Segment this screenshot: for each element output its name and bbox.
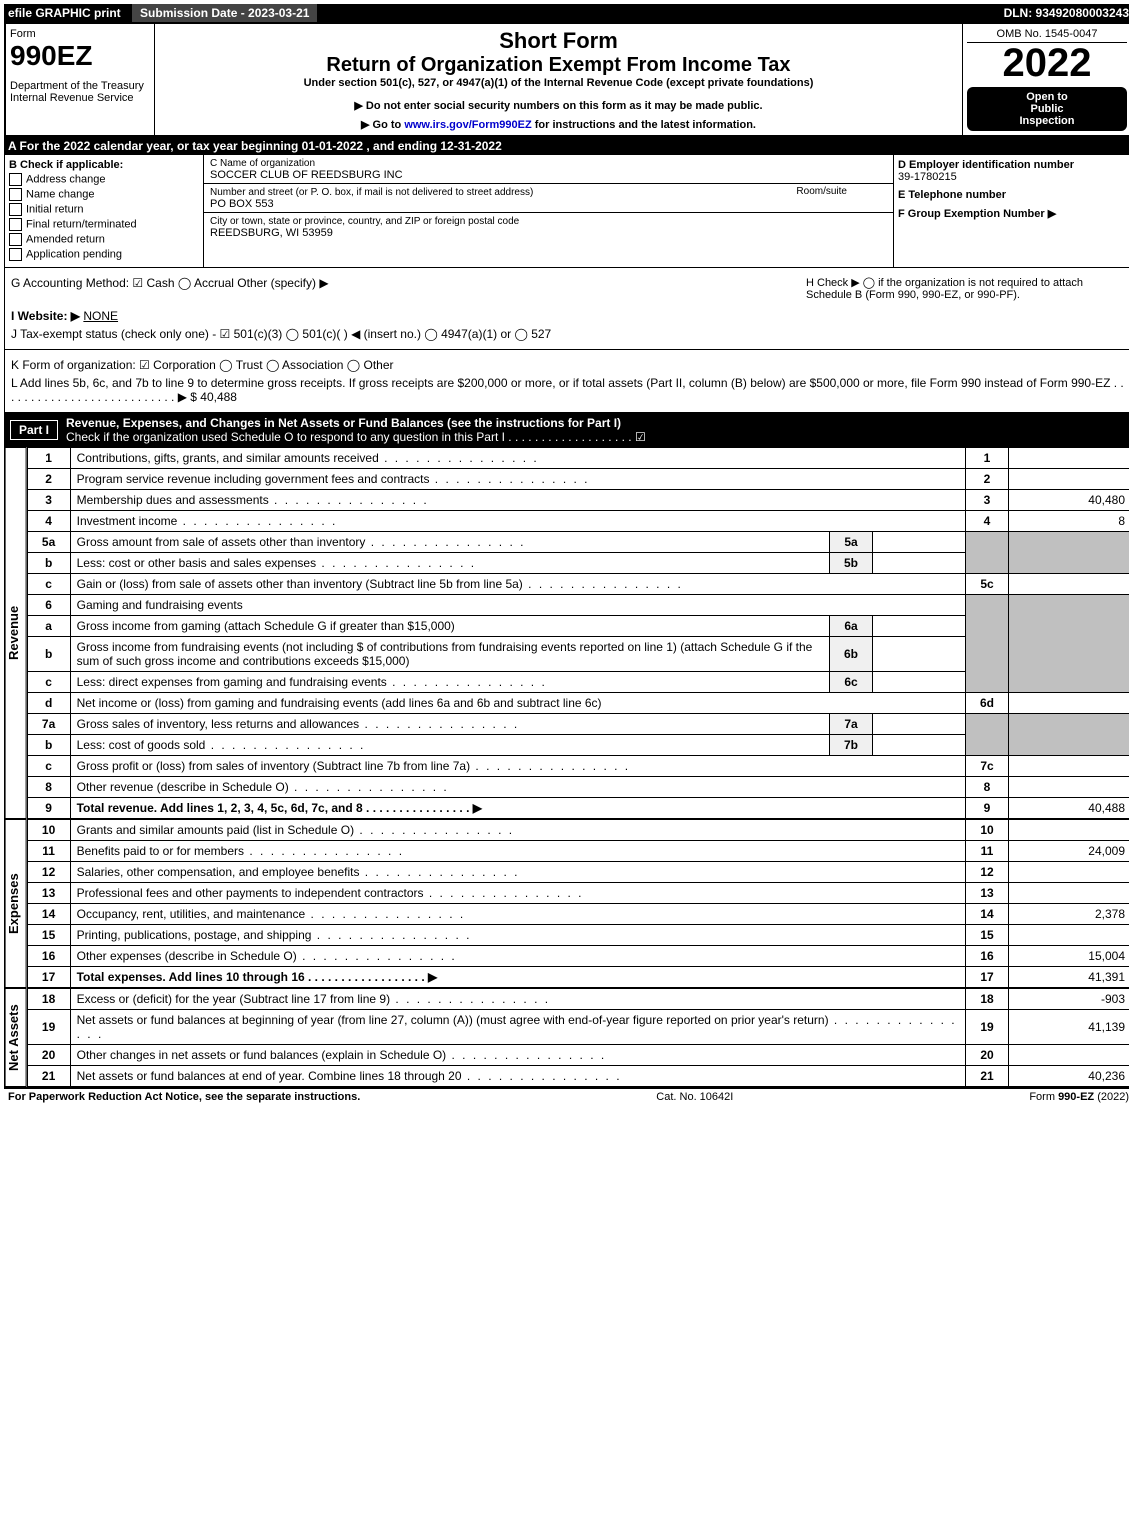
section-a-bar: A For the 2022 calendar year, or tax yea…: [4, 137, 1129, 155]
line-k: K Form of organization: ☑ Corporation ◯ …: [11, 358, 1126, 372]
line-j: J Tax-exempt status (check only one) - ☑…: [11, 327, 1126, 341]
table-row: 9Total revenue. Add lines 1, 2, 3, 4, 5c…: [27, 798, 1129, 819]
table-row: cLess: direct expenses from gaming and f…: [27, 672, 1129, 693]
chk-amended-return[interactable]: Amended return: [9, 233, 199, 246]
table-row: 14Occupancy, rent, utilities, and mainte…: [27, 904, 1129, 925]
short-form-title: Short Form: [163, 28, 954, 54]
top-bar: efile GRAPHIC print Submission Date - 20…: [4, 4, 1129, 22]
page-footer: For Paperwork Reduction Act Notice, see …: [4, 1088, 1129, 1105]
table-row: 3Membership dues and assessments340,480: [27, 490, 1129, 511]
part1-title: Revenue, Expenses, and Changes in Net As…: [66, 416, 621, 430]
table-row: dNet income or (loss) from gaming and fu…: [27, 693, 1129, 714]
submission-date: Submission Date - 2023-03-21: [132, 4, 317, 22]
header-right: OMB No. 1545-0047 2022 Open to Public In…: [963, 24, 1129, 135]
table-row: 2Program service revenue including gover…: [27, 469, 1129, 490]
chk-address-change[interactable]: Address change: [9, 173, 199, 186]
table-row: 7aGross sales of inventory, less returns…: [27, 714, 1129, 735]
line-g: G Accounting Method: ☑ Cash ◯ Accrual Ot…: [11, 276, 806, 301]
chk-application-pending[interactable]: Application pending: [9, 248, 199, 261]
form-header: Form 990EZ Department of the Treasury In…: [4, 22, 1129, 137]
table-row: bLess: cost of goods sold7b: [27, 735, 1129, 756]
open-public-badge: Open to Public Inspection: [967, 87, 1127, 131]
table-row: 4Investment income48: [27, 511, 1129, 532]
table-row: bLess: cost or other basis and sales exp…: [27, 553, 1129, 574]
ssn-warning: ▶ Do not enter social security numbers o…: [163, 99, 954, 112]
org-name-row: C Name of organization SOCCER CLUB OF RE…: [204, 155, 893, 184]
revenue-vert-label: Revenue: [5, 447, 27, 819]
table-row: 10Grants and similar amounts paid (list …: [27, 820, 1129, 841]
efile-label: efile GRAPHIC print: [8, 6, 121, 20]
line-h: H Check ▶ ◯ if the organization is not r…: [806, 276, 1126, 301]
irs-link[interactable]: www.irs.gov/Form990EZ: [404, 119, 531, 131]
part1-label: Part I: [10, 420, 58, 440]
expenses-vert-label: Expenses: [5, 819, 27, 988]
address-row: Number and street (or P. O. box, if mail…: [204, 184, 893, 213]
info-grid: B Check if applicable: Address change Na…: [4, 155, 1129, 268]
part1-header: Part I Revenue, Expenses, and Changes in…: [4, 413, 1129, 447]
table-row: 16Other expenses (describe in Schedule O…: [27, 946, 1129, 967]
footer-mid: Cat. No. 10642I: [656, 1091, 733, 1103]
city-row: City or town, state or province, country…: [204, 213, 893, 241]
tax-year: 2022: [967, 43, 1127, 83]
po-box: PO BOX 553: [210, 198, 274, 210]
goto-link[interactable]: ▶ Go to www.irs.gov/Form990EZ for instru…: [163, 118, 954, 131]
dept-treasury: Department of the Treasury: [10, 80, 150, 92]
ein-label: D Employer identification number: [898, 159, 1128, 171]
table-row: cGain or (loss) from sale of assets othe…: [27, 574, 1129, 595]
revenue-table: 1Contributions, gifts, grants, and simil…: [27, 447, 1129, 819]
dln-label: DLN: 93492080003243: [1004, 6, 1129, 20]
tel-label: E Telephone number: [898, 189, 1128, 201]
table-row: 20Other changes in net assets or fund ba…: [27, 1045, 1129, 1066]
irs-label: Internal Revenue Service: [10, 92, 150, 104]
inspection: Inspection: [971, 115, 1123, 127]
table-row: 11Benefits paid to or for members1124,00…: [27, 841, 1129, 862]
table-row: 5aGross amount from sale of assets other…: [27, 532, 1129, 553]
table-row: 8Other revenue (describe in Schedule O)8: [27, 777, 1129, 798]
public: Public: [971, 103, 1123, 115]
netassets-vert-label: Net Assets: [5, 988, 27, 1087]
expenses-section: Expenses 10Grants and similar amounts pa…: [4, 819, 1129, 988]
table-row: 18Excess or (deficit) for the year (Subt…: [27, 989, 1129, 1010]
line-l: L Add lines 5b, 6c, and 7b to line 9 to …: [11, 376, 1126, 404]
table-row: 13Professional fees and other payments t…: [27, 883, 1129, 904]
header-left: Form 990EZ Department of the Treasury In…: [6, 24, 155, 135]
col-b: B Check if applicable: Address change Na…: [5, 155, 204, 267]
table-row: cGross profit or (loss) from sales of in…: [27, 756, 1129, 777]
netassets-section: Net Assets 18Excess or (deficit) for the…: [4, 988, 1129, 1088]
table-row: bGross income from fundraising events (n…: [27, 637, 1129, 672]
line-i: I Website: ▶ NONE: [11, 309, 1126, 323]
chk-initial-return[interactable]: Initial return: [9, 203, 199, 216]
form-number: 990EZ: [10, 40, 150, 72]
table-row: aGross income from gaming (attach Schedu…: [27, 616, 1129, 637]
netassets-table: 18Excess or (deficit) for the year (Subt…: [27, 988, 1129, 1087]
table-row: 1Contributions, gifts, grants, and simil…: [27, 448, 1129, 469]
table-row: 21Net assets or fund balances at end of …: [27, 1066, 1129, 1087]
city-state-zip: REEDSBURG, WI 53959: [210, 227, 333, 239]
chk-name-change[interactable]: Name change: [9, 188, 199, 201]
table-row: 12Salaries, other compensation, and empl…: [27, 862, 1129, 883]
table-row: 17Total expenses. Add lines 10 through 1…: [27, 967, 1129, 988]
header-center: Short Form Return of Organization Exempt…: [155, 24, 963, 135]
footer-right: Form 990-EZ (2022): [1029, 1091, 1129, 1103]
revenue-section: Revenue 1Contributions, gifts, grants, a…: [4, 447, 1129, 819]
ein-value: 39-1780215: [898, 171, 1128, 183]
footer-left: For Paperwork Reduction Act Notice, see …: [8, 1091, 360, 1103]
open-to: Open to: [971, 91, 1123, 103]
check-applicable-label: B Check if applicable:: [9, 159, 199, 171]
chk-final-return[interactable]: Final return/terminated: [9, 218, 199, 231]
mid-section: G Accounting Method: ☑ Cash ◯ Accrual Ot…: [4, 268, 1129, 350]
group-exemption-label: F Group Exemption Number ▶: [898, 207, 1128, 220]
mid-section-2: K Form of organization: ☑ Corporation ◯ …: [4, 350, 1129, 413]
part1-check: Check if the organization used Schedule …: [66, 430, 646, 444]
table-row: 19Net assets or fund balances at beginni…: [27, 1010, 1129, 1045]
table-row: 6Gaming and fundraising events: [27, 595, 1129, 616]
form-word: Form: [10, 28, 150, 40]
col-c: C Name of organization SOCCER CLUB OF RE…: [204, 155, 894, 267]
table-row: 15Printing, publications, postage, and s…: [27, 925, 1129, 946]
org-name: SOCCER CLUB OF REEDSBURG INC: [210, 169, 403, 181]
return-title: Return of Organization Exempt From Incom…: [163, 54, 954, 77]
expenses-table: 10Grants and similar amounts paid (list …: [27, 819, 1129, 988]
col-d: D Employer identification number 39-1780…: [894, 155, 1129, 267]
under-section: Under section 501(c), 527, or 4947(a)(1)…: [163, 77, 954, 89]
